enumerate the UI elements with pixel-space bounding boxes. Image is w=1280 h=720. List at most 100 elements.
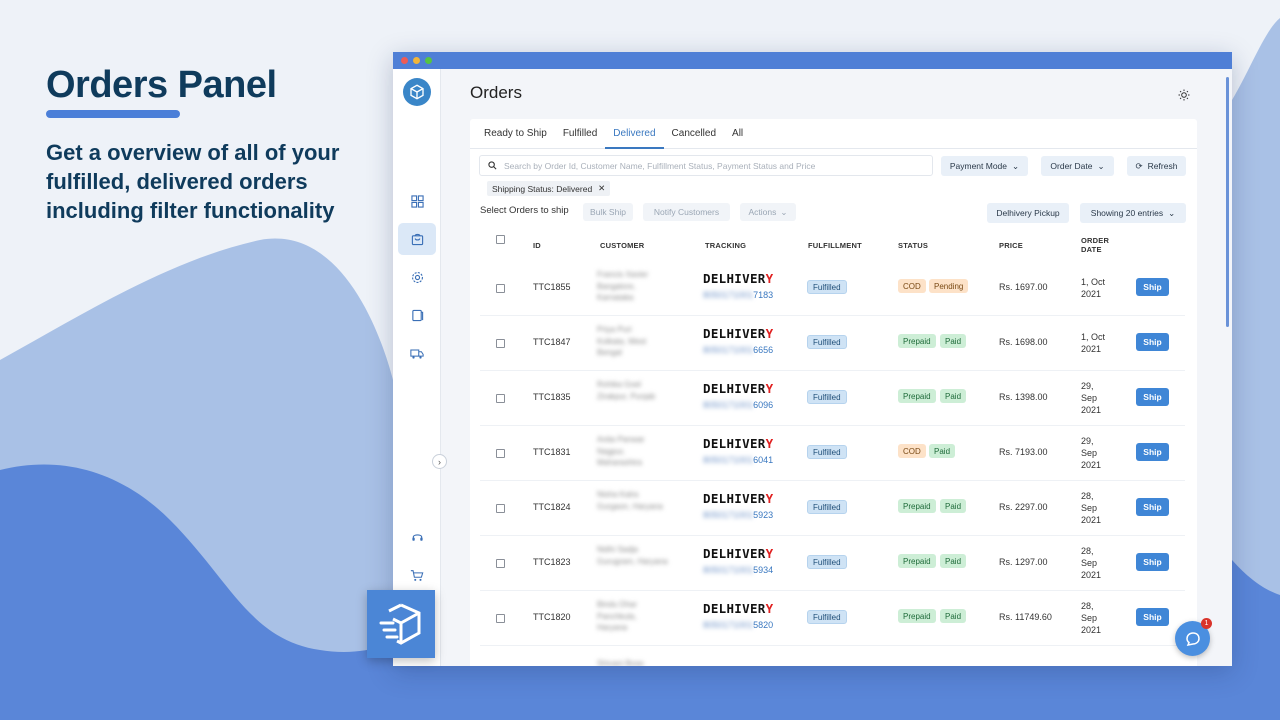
ship-button[interactable]: Ship [1136, 388, 1169, 406]
close-icon[interactable]: ✕ [598, 183, 606, 193]
notify-customers-button[interactable]: Notify Customers [643, 203, 730, 221]
row-checkbox[interactable] [496, 339, 505, 348]
showing-entries-label: Showing 20 entries [1090, 208, 1164, 218]
tab-delivered[interactable]: Delivered [605, 119, 664, 149]
row-checkbox[interactable] [496, 614, 505, 623]
tracking-number-masked: 8050171001 [703, 290, 754, 300]
customer-line: Rohika Goel [597, 380, 642, 389]
column-order-date-line1: ORDER [1081, 236, 1110, 245]
sidebar-collapse-toggle[interactable]: › [432, 454, 447, 469]
order-date-line: Sep [1081, 393, 1098, 403]
customer-info: Shivani Bose [597, 658, 687, 666]
fulfillment-badge: Fulfilled [807, 390, 847, 404]
delhivery-pickup-button[interactable]: Delhivery Pickup [987, 203, 1069, 223]
ship-button[interactable]: Ship [1136, 553, 1169, 571]
cart-icon[interactable] [398, 559, 436, 591]
close-window-icon[interactable] [401, 57, 408, 64]
order-id[interactable]: TTC1847 [533, 337, 571, 347]
tracking-number-link[interactable]: 80501710015923 [703, 510, 773, 520]
order-date-line: 2021 [1081, 289, 1102, 299]
row-checkbox[interactable] [496, 559, 505, 568]
customer-line: Priya Puri [597, 325, 632, 334]
order-id[interactable]: TTC1855 [533, 282, 571, 292]
fulfillment-badge: Fulfilled [807, 555, 847, 569]
showing-entries-dropdown[interactable]: Showing 20 entries ⌄ [1080, 203, 1186, 223]
tab-cancelled[interactable]: Cancelled [671, 128, 717, 139]
ship-button[interactable]: Ship [1136, 333, 1169, 351]
tracking-number-link[interactable]: 80501710016096 [703, 400, 773, 410]
order-id[interactable]: TTC1831 [533, 447, 571, 457]
chat-icon [1185, 631, 1200, 646]
table-row: TTC1820 Bindu Dhar Panchkula, Haryana DELHIV… [480, 591, 1185, 646]
customer-line: Gurugram, Haryana [597, 556, 668, 566]
tracking-number-link[interactable]: 80501710015820 [703, 620, 773, 630]
chevron-down-icon: ⌄ [1097, 160, 1105, 171]
tab-ready-to-ship[interactable]: Ready to Ship [484, 128, 547, 139]
customer-line: Bindu Dhar [597, 600, 638, 609]
app-window: › Orders Ready to Ship Fulfilled Deliver… [393, 52, 1232, 666]
customer-info: Rohika Goel Zirakpur, Punjab [597, 379, 687, 402]
minimize-window-icon[interactable] [413, 57, 420, 64]
customer-info: Nisha Kalra Gurgaon, Haryana [597, 489, 687, 512]
payment-mode-dropdown[interactable]: Payment Mode ⌄ [941, 156, 1028, 176]
tracking-number-suffix: 5820 [753, 620, 774, 630]
order-date: 29, Sep 2021 [1081, 380, 1115, 416]
order-id[interactable]: TTC1823 [533, 557, 571, 567]
order-date-line: 1, Oct [1081, 277, 1106, 287]
page-scrollbar[interactable] [1226, 77, 1229, 327]
customer-line: Nisha Kalra [597, 490, 639, 499]
ship-button[interactable]: Ship [1136, 608, 1169, 626]
row-checkbox[interactable] [496, 284, 505, 293]
order-id[interactable]: TTC1824 [533, 502, 571, 512]
pages-icon[interactable] [398, 299, 436, 331]
tracking-number-link[interactable]: 80501710015934 [703, 565, 773, 575]
order-id[interactable]: TTC1820 [533, 612, 571, 622]
order-date-line: 29, [1081, 436, 1094, 446]
column-price: PRICE [999, 241, 1023, 250]
select-all-checkbox[interactable] [496, 235, 505, 244]
ship-button[interactable]: Ship [1136, 443, 1169, 461]
actions-dropdown[interactable]: Actions ⌄ [740, 203, 796, 221]
page-title: Orders [470, 83, 522, 102]
ship-button[interactable]: Ship [1136, 278, 1169, 296]
row-checkbox[interactable] [496, 394, 505, 403]
payment-mode-badge: Prepaid [898, 554, 936, 568]
promo-subtitle: Get a overview of all of your fulfilled,… [46, 140, 340, 223]
settings-icon[interactable] [398, 261, 436, 293]
customer-line: Nagpur, [597, 446, 626, 456]
order-date: 28, Sep 2021 [1081, 600, 1115, 636]
search-input[interactable]: Search by Order Id, Customer Name, Fulfi… [479, 155, 933, 176]
customer-line: Zirakpur, Punjab [597, 391, 656, 401]
ship-button[interactable]: Ship [1136, 498, 1169, 516]
tab-all[interactable]: All [732, 128, 744, 139]
orders-icon[interactable] [398, 223, 436, 255]
tracking-number-link[interactable]: 80501710016656 [703, 345, 773, 355]
fulfillment-badge: Fulfilled [807, 500, 847, 514]
chat-widget-button[interactable]: 1 [1175, 618, 1212, 656]
search-placeholder: Search by Order Id, Customer Name, Fulfi… [504, 160, 816, 171]
dashboard-icon[interactable] [398, 185, 436, 217]
tab-fulfilled[interactable]: Fulfilled [562, 128, 598, 139]
table-row: TTC1823 Nidhi Sadja Gurugram, Haryana DELHI… [480, 536, 1185, 591]
order-date-line: 2021 [1081, 570, 1102, 580]
maximize-window-icon[interactable] [425, 57, 432, 64]
tracking-number-link[interactable]: 80501710016041 [703, 455, 773, 465]
order-date: 1, Oct 2021 [1081, 331, 1115, 355]
payment-status-badge: Paid [940, 554, 967, 568]
row-checkbox[interactable] [496, 504, 505, 513]
order-date-dropdown[interactable]: Order Date ⌄ [1041, 156, 1114, 176]
payment-status-badge: Paid [940, 609, 967, 623]
support-icon[interactable] [398, 521, 436, 553]
order-id[interactable]: TTC1835 [533, 392, 571, 402]
bulk-ship-button[interactable]: Bulk Ship [583, 203, 633, 221]
app-logo-icon[interactable] [403, 78, 431, 106]
customer-line: Nidhi Sadja [597, 545, 638, 554]
sun-icon[interactable] [1178, 88, 1190, 106]
row-checkbox[interactable] [496, 449, 505, 458]
tracking-number-masked: 8050171001 [703, 345, 754, 355]
tracking-number-link[interactable]: 80501710017183 [703, 290, 773, 300]
fulfillment-badge: Fulfilled [807, 335, 847, 349]
shipping-icon[interactable] [398, 337, 436, 369]
delhivery-logo: DELHIVERY [703, 326, 774, 341]
refresh-button[interactable]: ⟳ Refresh [1127, 156, 1186, 176]
